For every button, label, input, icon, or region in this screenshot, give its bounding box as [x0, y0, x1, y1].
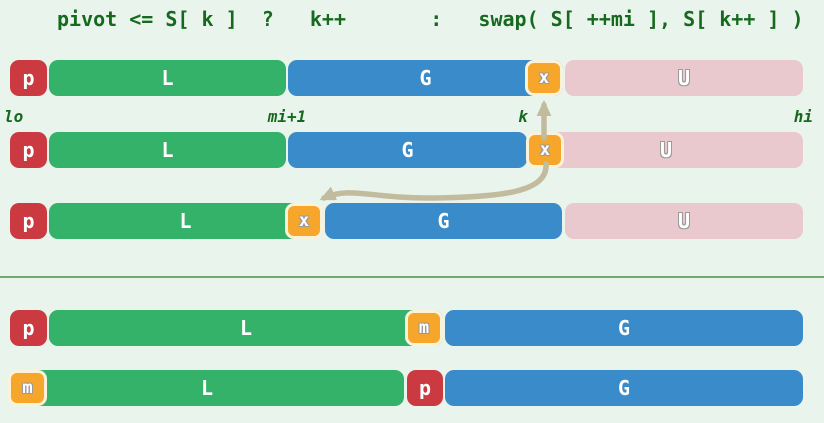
step-2-greater-block: G	[288, 132, 527, 168]
index-label-lo: lo	[4, 107, 24, 126]
result-b-pivot-block: p	[407, 370, 443, 406]
section-divider	[0, 276, 824, 278]
step-3-greater-block: G	[325, 203, 562, 239]
step-3-pivot-block: p	[10, 203, 47, 239]
step-1-marker-block: x	[525, 60, 563, 96]
step-1-less-block: L	[49, 60, 286, 96]
step-2-unknown-block: U	[529, 132, 803, 168]
index-label-k: k	[518, 107, 528, 126]
step-2-pivot-block: p	[10, 132, 47, 168]
step-2-marker-block: x	[526, 132, 564, 168]
result-a-marker-block: m	[405, 310, 443, 346]
result-b-less-block: L	[10, 370, 404, 406]
partition-code-line: pivot <= S[ k ] ? k++ : swap( S[ ++mi ],…	[57, 7, 804, 31]
step-3-less-block: L	[49, 203, 322, 239]
step-3-marker-block: x	[285, 203, 323, 239]
index-label-miplus1: mi+1	[267, 107, 307, 126]
swap-curve-arrow	[319, 161, 549, 201]
step-2-less-block: L	[49, 132, 286, 168]
step-1-greater-block: G	[288, 60, 563, 96]
step-3-unknown-block: U	[565, 203, 803, 239]
result-b-greater-block: G	[445, 370, 803, 406]
index-label-hi: hi	[793, 107, 813, 126]
result-a-pivot-block: p	[10, 310, 47, 346]
step-1-unknown-block: U	[565, 60, 803, 96]
result-a-greater-block: G	[445, 310, 803, 346]
result-a-less-block: L	[49, 310, 443, 346]
result-b-marker-block: m	[8, 370, 47, 406]
step-1-pivot-block: p	[10, 60, 47, 96]
